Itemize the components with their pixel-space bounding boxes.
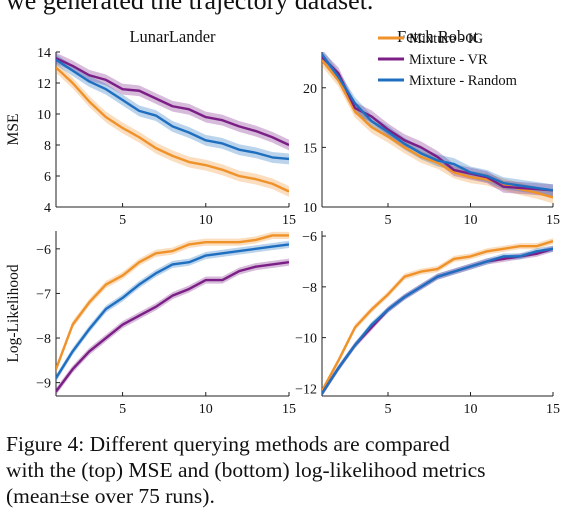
series-line-mixture-ig (56, 234, 289, 370)
y-tick-label: 8 (44, 139, 51, 154)
x-tick-label: 10 (199, 213, 213, 228)
x-tick-label: 15 (546, 402, 560, 417)
y-tick-label: 10 (303, 201, 317, 216)
x-tick-label: 10 (464, 402, 478, 417)
x-tick-label: 10 (464, 213, 478, 228)
x-tick-label: 5 (119, 213, 126, 228)
x-tick-label: 15 (282, 213, 296, 228)
series-line-mixture-ig (322, 240, 553, 392)
series-line-mixture-random (56, 58, 289, 161)
legend-entry: Mixture - IG (409, 31, 484, 47)
y-tick-label: −8 (302, 281, 317, 296)
chart-title: LunarLander (129, 27, 216, 46)
series-line-mixture-ig (56, 66, 289, 193)
x-axis-label: # of Queries (399, 425, 483, 428)
figure-caption: Figure 4: Different querying methods are… (6, 431, 562, 509)
series-line-mixture-vr (56, 261, 289, 393)
panel-lunarlander-mse: 4 6 8 10 12 14 5 10 15 LunarLander MSE (5, 27, 296, 228)
y-tick-label: −7 (36, 287, 51, 302)
x-tick-label: 5 (119, 402, 126, 417)
y-tick-label: 4 (44, 201, 51, 216)
y-tick-label: 15 (303, 141, 317, 156)
series-group (56, 52, 289, 197)
x-tick-label: 15 (282, 402, 296, 417)
y-tick-label: −6 (36, 243, 51, 258)
error-band-mixture-random (322, 52, 553, 197)
series-line-mixture-random (56, 243, 289, 379)
panel-fetch-robot-loglik: −12 −10 −8 −6 5 10 15 # of Queries (295, 230, 560, 428)
x-tick-label: 5 (385, 402, 392, 417)
y-tick-label: −12 (295, 382, 317, 397)
series-line-mixture-random (322, 53, 553, 192)
error-band-mixture-random (56, 240, 289, 382)
y-tick-label: −8 (36, 332, 51, 347)
y-axis-label: MSE (5, 114, 22, 146)
caption-line-3: (mean±se over 75 runs). (6, 484, 215, 508)
y-tick-label: −10 (295, 332, 317, 347)
x-tick-label: 5 (385, 213, 392, 228)
y-tick-label: 14 (37, 46, 51, 61)
legend: Mixture - IG Mixture - VR Mixture - Random (378, 31, 518, 89)
x-tick-label: 10 (199, 402, 213, 417)
x-tick-label: 15 (546, 213, 560, 228)
y-tick-label: −9 (36, 377, 51, 392)
legend-entry: Mixture - Random (409, 73, 518, 89)
series-line-mixture-vr (56, 57, 289, 147)
y-tick-label: 12 (37, 77, 51, 92)
y-tick-label: −6 (302, 230, 317, 245)
caption-line-2: with the (top) MSE and (bottom) log-like… (6, 458, 486, 482)
legend-entry: Mixture - VR (409, 52, 488, 68)
figure-4-chart-grid: 4 6 8 10 12 14 5 10 15 LunarLander MSE 10 15 20 5 10 15 F… (5, 27, 560, 428)
y-axis-label: Log-Likelihood (5, 264, 22, 362)
error-band-mixture-vr (56, 52, 289, 151)
series-group (56, 231, 289, 396)
x-axis-label: # of Queries (134, 425, 218, 428)
y-tick-label: 10 (37, 108, 51, 123)
series-group (322, 238, 553, 396)
caption-line-1: Figure 4: Different querying methods are… (6, 432, 450, 456)
series-line-mixture-random (322, 247, 553, 395)
error-band-mixture-ig (56, 62, 289, 197)
error-band-mixture-ig (322, 238, 553, 394)
y-tick-label: 6 (44, 170, 51, 185)
y-tick-label: 20 (303, 82, 317, 97)
chart-title: Fetch Robot (397, 27, 479, 46)
series-group (322, 52, 553, 204)
error-band-mixture-random (56, 54, 289, 165)
panel-lunarlander-loglik: −9 −8 −7 −6 5 10 15 Log-Likelihood # of Queries (5, 231, 296, 428)
preceding-text-line: we generated the trajectory dataset. (6, 0, 374, 15)
